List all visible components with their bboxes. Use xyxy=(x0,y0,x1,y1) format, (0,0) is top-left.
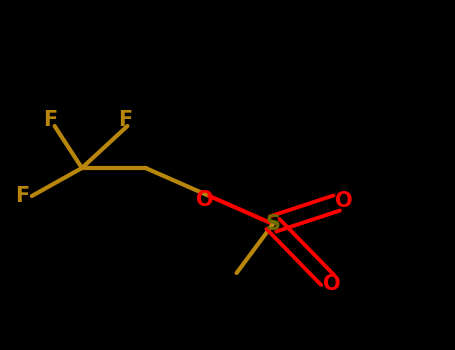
Text: F: F xyxy=(118,110,132,130)
Text: S: S xyxy=(266,214,280,234)
Text: F: F xyxy=(43,110,57,130)
Text: O: O xyxy=(335,191,352,211)
Text: F: F xyxy=(15,186,29,206)
Text: O: O xyxy=(324,273,341,294)
Text: O: O xyxy=(196,189,213,210)
